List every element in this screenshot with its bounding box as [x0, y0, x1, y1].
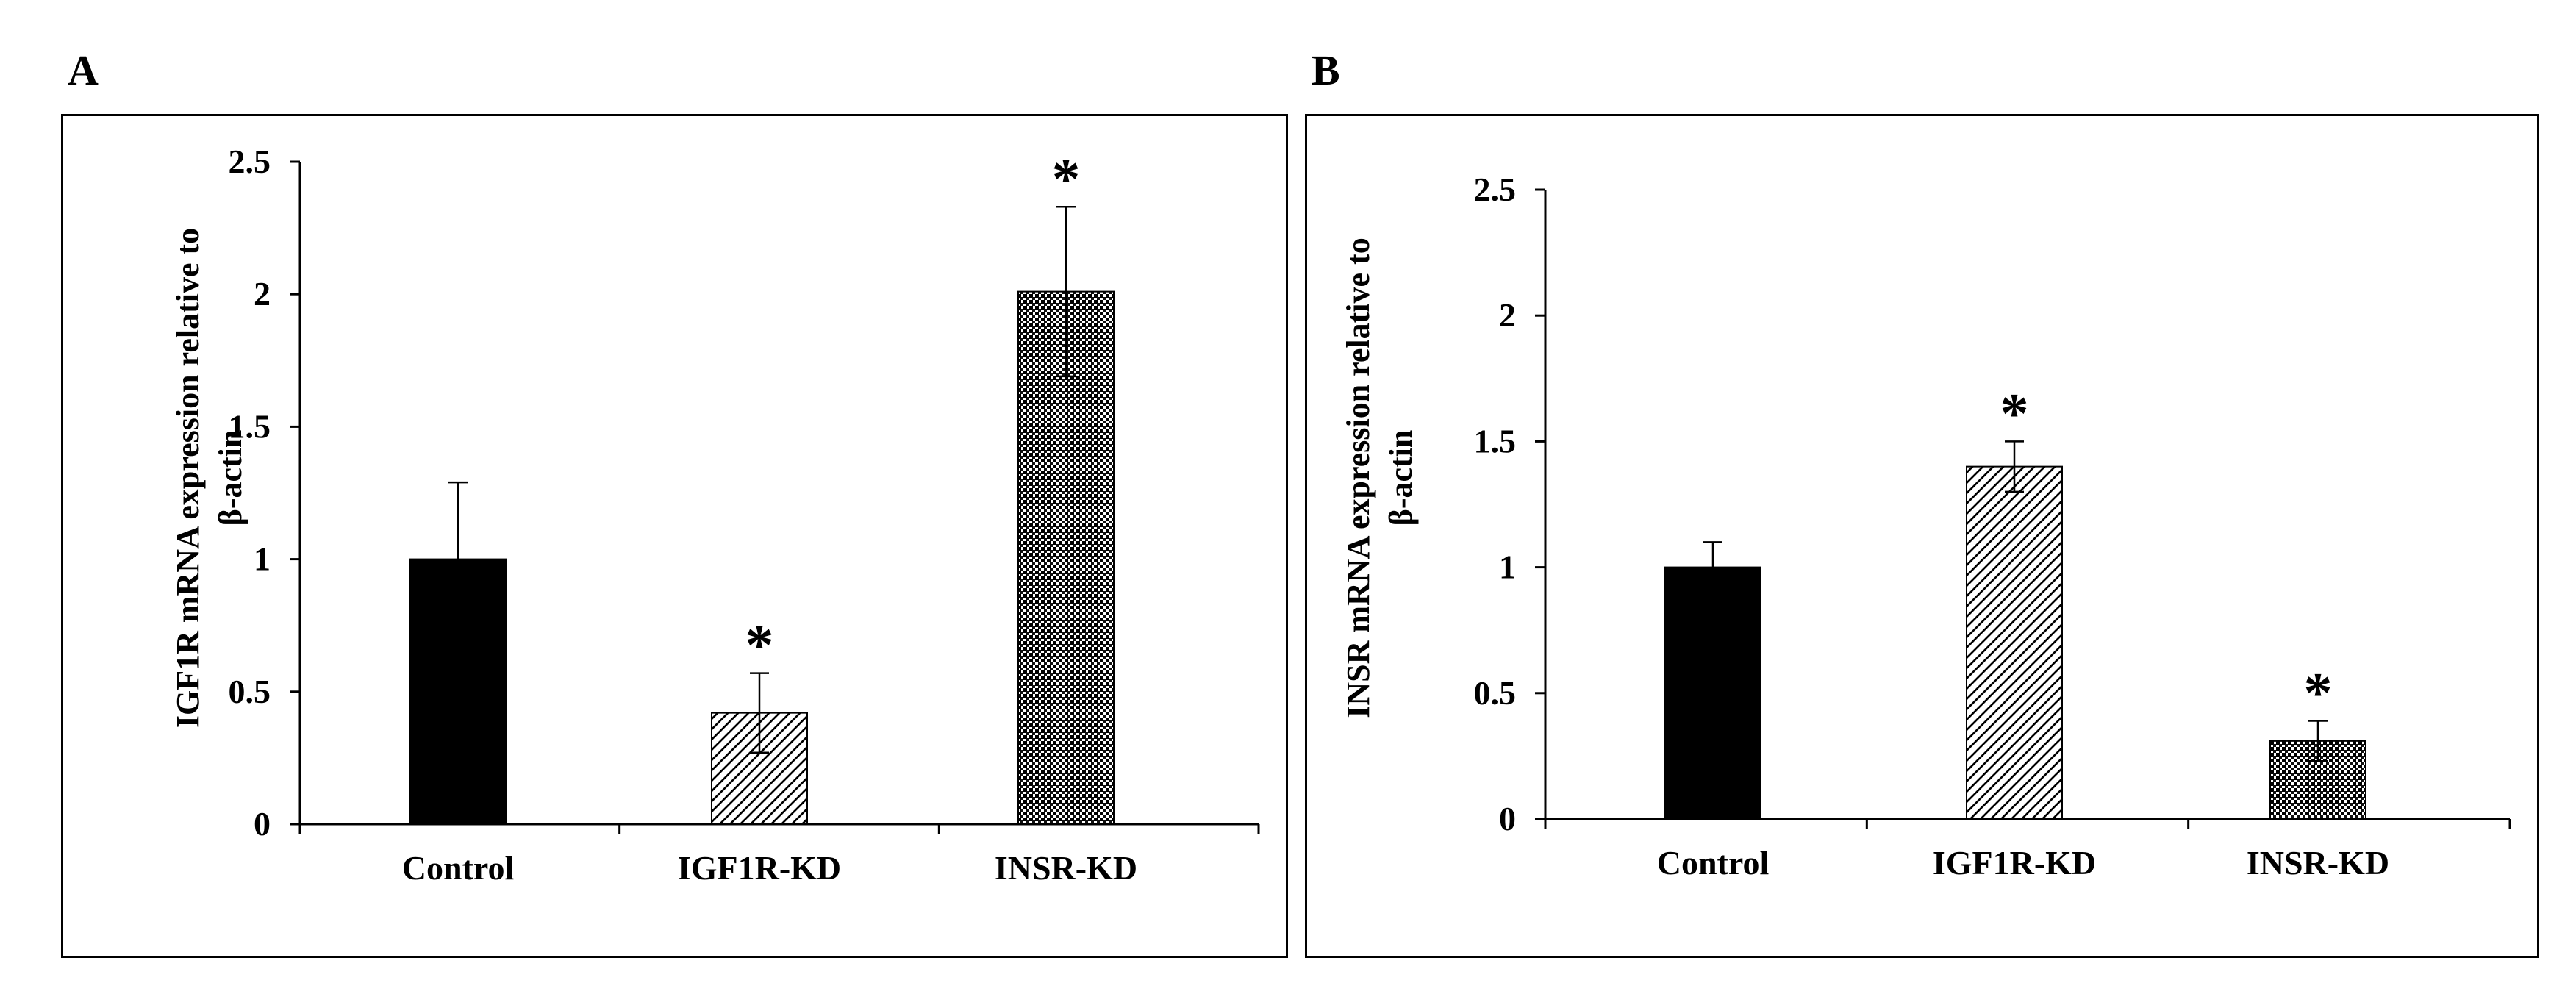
chart-frame-b — [1305, 114, 2539, 958]
category-label-b-0: Control — [1657, 844, 1770, 881]
y-tick-label-b-5: 2.5 — [1474, 171, 1517, 208]
significance-mark-b-2: * — [2304, 660, 2333, 724]
y-axis-label-b-line-1: INSR mRNA expression relative to — [1340, 237, 1376, 718]
y-tick-label-b-0: 0 — [1499, 800, 1516, 837]
y-tick-label-a-1: 0.5 — [229, 673, 271, 710]
y-axis-label-b-line-2: β-actin — [1383, 430, 1419, 526]
significance-mark-a-1: * — [745, 613, 774, 677]
chart-frame-a — [61, 114, 1288, 958]
significance-mark-a-2: * — [1052, 146, 1081, 210]
y-tick-label-b-1: 0.5 — [1474, 674, 1517, 712]
category-label-a-1: IGF1R-KD — [678, 849, 841, 887]
y-tick-label-a-0: 0 — [254, 805, 271, 843]
bar-a-2 — [1017, 290, 1115, 825]
y-tick-label-b-3: 1.5 — [1474, 422, 1517, 459]
panel-letter-a: A — [68, 46, 99, 94]
category-label-a-2: INSR-KD — [995, 849, 1137, 887]
category-label-b-1: IGF1R-KD — [1933, 844, 2096, 881]
category-label-b-2: INSR-KD — [2247, 844, 2389, 881]
y-tick-label-b-4: 2 — [1499, 296, 1516, 334]
significance-mark-b-1: * — [2000, 381, 2029, 445]
y-axis-label-a-line-1: IGF1R mRNA expression relative to — [170, 228, 206, 728]
bar-b-0 — [1664, 566, 1761, 820]
y-tick-label-a-5: 2.5 — [229, 143, 271, 180]
y-tick-label-a-4: 2 — [254, 275, 271, 312]
category-label-a-0: Control — [402, 849, 515, 887]
y-axis-label-a-line-2: β-actin — [212, 430, 248, 526]
y-tick-label-a-3: 1.5 — [229, 407, 271, 445]
y-tick-label-b-2: 1 — [1499, 548, 1516, 586]
panel-letter-b: B — [1312, 46, 1340, 94]
y-tick-label-a-2: 1 — [254, 540, 271, 578]
bar-b-1 — [1966, 465, 2063, 820]
